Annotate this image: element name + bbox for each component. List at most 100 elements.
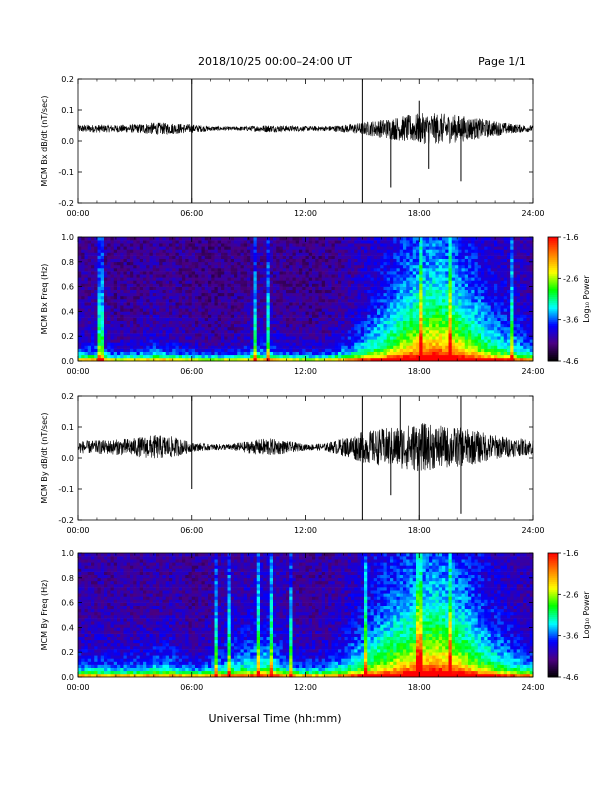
heatmap-cell xyxy=(91,320,95,325)
heatmap-cell xyxy=(425,292,430,297)
heatmap-cell xyxy=(217,308,222,312)
heatmap-cell xyxy=(412,326,417,331)
heatmap-cell xyxy=(146,336,150,340)
heatmap-cell xyxy=(165,357,170,362)
heatmap-cell xyxy=(227,299,232,303)
heatmap-cell xyxy=(471,252,475,256)
heatmap-cell xyxy=(331,286,336,290)
heatmap-cell xyxy=(263,357,267,362)
heatmap-cell xyxy=(117,271,121,275)
heatmap-cell xyxy=(195,345,199,349)
heatmap-cell xyxy=(321,243,326,247)
heatmap-cell xyxy=(312,339,316,343)
heatmap-cell xyxy=(126,299,131,303)
heatmap-cell xyxy=(269,246,274,250)
heatmap-cell xyxy=(289,314,293,318)
heatmap-cell xyxy=(107,271,111,275)
heatmap-cell xyxy=(354,283,358,287)
heatmap-cell xyxy=(100,354,105,359)
heatmap-cell xyxy=(445,277,449,281)
heatmap-cell xyxy=(383,320,388,325)
heatmap-cell xyxy=(451,317,456,321)
heatmap-cell xyxy=(94,314,98,318)
heatmap-cell xyxy=(211,354,215,359)
heatmap-cell xyxy=(188,295,193,300)
heatmap-cell xyxy=(373,295,378,300)
heatmap-cell xyxy=(139,237,144,241)
heatmap-cell xyxy=(308,280,313,284)
heatmap-cell xyxy=(94,336,98,340)
heatmap-cell xyxy=(318,274,323,278)
heatmap-cell xyxy=(243,357,248,362)
heatmap-cell xyxy=(208,264,212,269)
heatmap-cell xyxy=(240,305,245,309)
heatmap-cell xyxy=(240,320,245,325)
heatmap-cell xyxy=(221,354,225,359)
heatmap-cell xyxy=(474,311,479,315)
heatmap-cell xyxy=(438,255,443,259)
heatmap-cell xyxy=(269,243,274,247)
heatmap-cell xyxy=(386,246,391,250)
heatmap-cell xyxy=(175,323,180,328)
heatmap-cell xyxy=(81,261,85,266)
heatmap-cell xyxy=(172,342,176,346)
heatmap-cell xyxy=(247,351,251,356)
heatmap-cell xyxy=(318,255,323,259)
heatmap-cell xyxy=(149,354,154,359)
heatmap-cell xyxy=(97,326,102,331)
heatmap-cell xyxy=(409,243,414,247)
heatmap-cell xyxy=(247,348,251,352)
heatmap-cell xyxy=(201,240,206,244)
heatmap-cell xyxy=(243,292,248,297)
heatmap-cell xyxy=(344,271,349,275)
heatmap-cell xyxy=(273,243,277,247)
heatmap-cell xyxy=(91,258,95,263)
heatmap-cell xyxy=(143,271,147,275)
heatmap-cell xyxy=(149,264,154,269)
heatmap-cell xyxy=(347,320,352,325)
heatmap-cell xyxy=(289,333,293,337)
heatmap-cell xyxy=(182,283,186,287)
heatmap-cell xyxy=(256,305,261,309)
heatmap-cell xyxy=(448,348,453,352)
heatmap-cell xyxy=(237,240,241,244)
heatmap-cell xyxy=(344,292,349,297)
heatmap-cell xyxy=(227,330,232,334)
heatmap-cell xyxy=(273,255,277,259)
heatmap-cell xyxy=(435,357,440,362)
heatmap-cell xyxy=(117,317,121,321)
heatmap-cell xyxy=(162,302,167,306)
heatmap-cell xyxy=(393,342,397,346)
heatmap-cell xyxy=(149,326,154,331)
heatmap-cell xyxy=(386,295,391,300)
heatmap-cell xyxy=(315,342,319,346)
heatmap-cell xyxy=(354,342,358,346)
heatmap-cell xyxy=(146,342,150,346)
x-tick-label: 06:00 xyxy=(180,209,203,218)
heatmap-cell xyxy=(195,330,199,334)
heatmap-cell xyxy=(159,255,163,259)
heatmap-cell xyxy=(321,268,326,272)
heatmap-cell xyxy=(224,237,228,241)
heatmap-cell xyxy=(318,314,323,318)
heatmap-cell xyxy=(390,274,394,278)
heatmap-cell xyxy=(386,308,391,312)
heatmap-cell xyxy=(198,292,202,297)
heatmap-cell xyxy=(458,286,462,290)
heatmap-cell xyxy=(237,243,241,247)
heatmap-cell xyxy=(419,243,423,247)
heatmap-cell xyxy=(211,237,215,241)
heatmap-cell xyxy=(468,320,472,325)
heatmap-cell xyxy=(347,255,352,259)
heatmap-cell xyxy=(354,351,358,356)
heatmap-cell xyxy=(221,317,225,321)
heatmap-cell xyxy=(380,271,384,275)
heatmap-cell xyxy=(100,299,105,303)
heatmap-cell xyxy=(442,336,446,340)
heatmap-cell xyxy=(130,261,134,266)
heatmap-cell xyxy=(133,299,137,303)
heatmap-cell xyxy=(104,283,108,287)
heatmap-cell xyxy=(422,264,427,269)
heatmap-cell xyxy=(455,286,459,290)
